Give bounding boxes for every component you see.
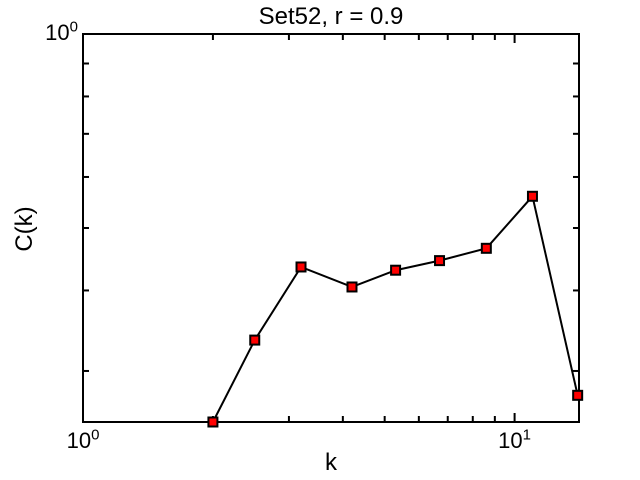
x-tick-label: 100 xyxy=(66,426,100,453)
x-tick-label: 101 xyxy=(498,426,532,453)
data-point-marker xyxy=(526,190,538,202)
data-point-marker xyxy=(480,242,492,254)
data-point-marker xyxy=(434,255,446,267)
data-point-marker xyxy=(249,334,261,346)
data-point-marker xyxy=(390,264,402,276)
data-line xyxy=(212,194,579,423)
plot-box xyxy=(82,33,580,423)
data-point-marker xyxy=(572,389,584,401)
y-axis-label: C(k) xyxy=(11,206,38,252)
data-point-marker xyxy=(295,261,307,273)
data-point-marker xyxy=(346,281,358,293)
chart-title: Set52, r = 0.9 xyxy=(258,3,404,30)
x-axis-label: k xyxy=(325,449,337,476)
data-point-marker xyxy=(207,416,219,428)
y-tick-label: 100 xyxy=(45,18,78,45)
